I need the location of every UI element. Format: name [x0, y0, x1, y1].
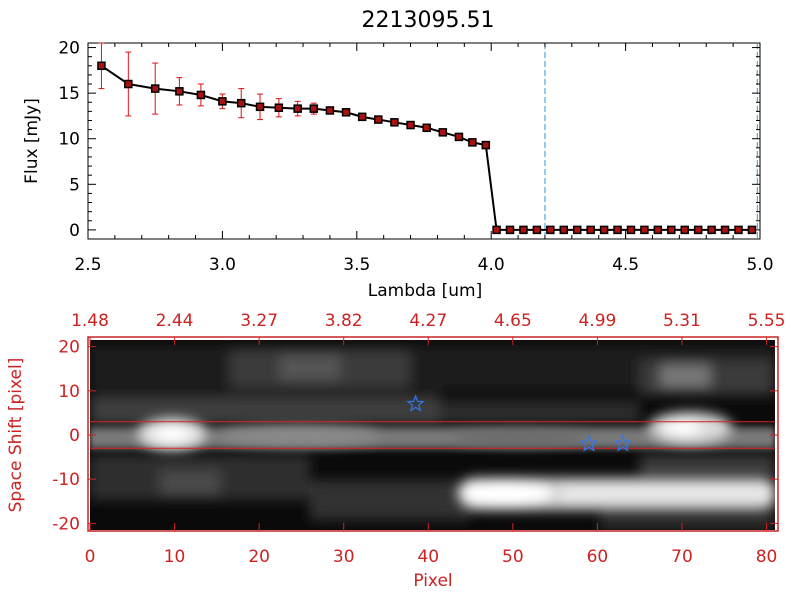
image-x-tick-label: 10: [164, 547, 186, 567]
data-point: [274, 103, 284, 112]
data-point: [519, 225, 528, 235]
image-frame: [87, 336, 779, 532]
image-y-tick-label: -20: [52, 514, 80, 534]
dashed-lines: [544, 43, 758, 239]
x-tick-label: 4.5: [612, 255, 639, 275]
data-point: [720, 225, 730, 235]
star-marker-1: [579, 434, 599, 452]
y-tick-label: 10: [58, 130, 80, 150]
image-top-tick-label: 4.27: [409, 311, 447, 331]
image-top-tick-label: 3.82: [325, 311, 363, 331]
image-axes-ticks: 0 10 20 30 40 50 60 70 80 1.48 2.44 3.27 3.82 4.27 4.6…: [52, 311, 785, 567]
image-x-tick-label: 40: [417, 547, 439, 567]
data-point: [236, 98, 246, 108]
star-marker-0: [406, 394, 425, 412]
image-x-tick-label: 0: [85, 547, 96, 567]
x-tick-label: 3.0: [209, 255, 236, 275]
data-point: [653, 225, 663, 235]
x-tick-label: 4.0: [478, 255, 505, 275]
x-tick-label: 2.5: [74, 255, 101, 275]
data-point: [196, 90, 206, 100]
image-x-tick-label: 70: [671, 547, 693, 567]
data-point: [734, 225, 743, 235]
data-point: [218, 97, 227, 106]
image-top-tick-label: 2.44: [156, 311, 194, 331]
image-y-tick-label: 10: [58, 382, 80, 402]
data-point: [390, 118, 399, 127]
data-point: [124, 79, 133, 89]
data-point: [97, 61, 106, 71]
image-top-tick-label: 5.55: [748, 311, 786, 331]
x-tick-label: 3.5: [343, 255, 370, 275]
data-point: [341, 108, 351, 117]
image-x-axis-label: Pixel: [413, 571, 452, 591]
data-point: [468, 138, 477, 147]
image-top-tick-label: 4.99: [578, 311, 616, 331]
y-tick-label: 5: [69, 175, 80, 195]
data-point: [150, 84, 160, 93]
data-point: [406, 120, 415, 130]
data-point: [175, 87, 184, 96]
flux-series: [97, 42, 757, 235]
data-point: [572, 225, 582, 235]
image-x-tick-label: 60: [587, 547, 609, 567]
image-y-tick-label: 0: [69, 426, 80, 446]
data-point: [309, 104, 319, 113]
y-axis-label: Flux [mJy]: [22, 98, 42, 184]
star-marker-2: [613, 434, 633, 452]
data-point: [626, 225, 636, 235]
data-point: [747, 225, 757, 235]
data-point: [255, 102, 265, 112]
flux-axes-ticks: 2.5 3.0 3.5 4.0 4.5 5.0 0 5 10 15 20: [58, 39, 773, 275]
data-point: [546, 225, 555, 235]
spectral-image: [90, 340, 775, 530]
data-point: [481, 140, 491, 150]
data-point: [707, 225, 716, 235]
image-x-tick-label: 50: [502, 547, 524, 567]
chart-title: 2213095.51: [362, 8, 495, 33]
flux-plot-frame: [87, 42, 761, 240]
data-point: [422, 123, 431, 133]
image-y-tick-label: -10: [52, 470, 80, 490]
image-x-tick-label: 20: [248, 547, 270, 567]
data-point: [492, 225, 501, 235]
y-tick-label: 15: [58, 84, 80, 104]
y-tick-label: 20: [58, 39, 80, 59]
data-point: [680, 225, 689, 235]
data-point: [357, 112, 367, 122]
data-point: [667, 225, 676, 235]
data-point: [640, 225, 649, 235]
data-point: [505, 225, 515, 235]
x-axis-label: Lambda [um]: [368, 281, 482, 301]
data-point: [374, 115, 383, 124]
image-top-tick-label: 5.31: [663, 311, 701, 331]
data-point: [586, 225, 595, 235]
image-x-tick-label: 80: [756, 547, 778, 567]
data-point: [454, 132, 464, 142]
data-point: [293, 104, 302, 113]
image-top-tick-label: 1.48: [71, 311, 109, 331]
image-x-tick-label: 30: [333, 547, 355, 567]
star-markers: [406, 394, 633, 452]
data-point: [325, 106, 335, 115]
flux-plot: 2213095.51 2.5 3.0 3.5 4.0 4.5 5.0 0 5 10 15 20 La…: [22, 8, 774, 301]
spectral-image-panel: 0 10 20 30 40 50 60 70 80 1.48 2.44 3.27 3.82 4.27 4.6…: [6, 311, 785, 591]
data-point: [438, 128, 448, 137]
data-point: [532, 225, 542, 235]
data-point: [599, 225, 609, 235]
data-point: [693, 225, 703, 235]
image-y-tick-label: 20: [58, 338, 80, 358]
flux-line: [100, 64, 752, 231]
x-tick-label: 5.0: [746, 255, 773, 275]
image-top-tick-label: 4.65: [494, 311, 532, 331]
y-tick-label: 0: [69, 221, 80, 241]
data-point: [613, 225, 622, 235]
image-y-axis-label: Space Shift [pixel]: [6, 358, 26, 513]
data-point: [559, 225, 569, 235]
image-top-tick-label: 3.27: [240, 311, 278, 331]
